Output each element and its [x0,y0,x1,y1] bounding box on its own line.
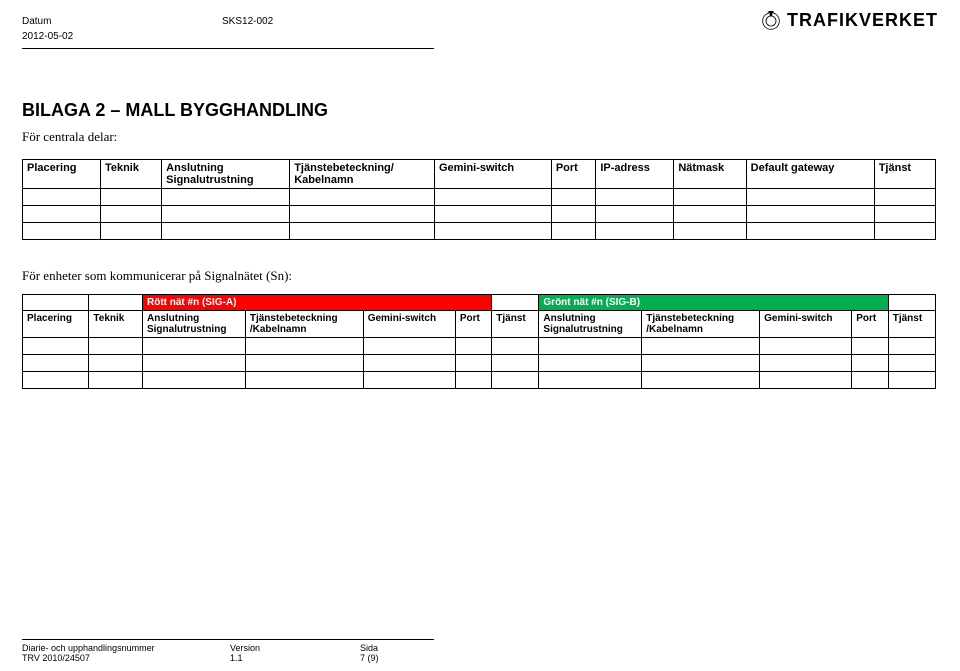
table2-header-row: Placering Teknik Anslutning Signalutrust… [23,311,936,338]
t2-tjanst-b: Tjänst [888,311,935,338]
col-kabel-l2: Kabelnamn [294,174,353,186]
footer-rule [22,639,434,640]
page-footer: Diarie- och upphandlingsnummer Version S… [22,639,938,663]
col-anslutning-l1: Anslutning [166,162,223,174]
trafikverket-icon [761,11,781,31]
footer-col2-label: Version [230,643,360,653]
t2-placering: Placering [23,311,89,338]
col-anslutning: Anslutning Signalutrustning [162,160,290,189]
agency-name: TRAFIKVERKET [787,10,938,31]
footer-col2-value: 1.1 [230,653,360,663]
footer-col1-value: TRV 2010/24507 [22,653,230,663]
col-netmask: Nätmask [674,160,746,189]
col-tjanst: Tjänst [874,160,935,189]
col-anslutning-l2: Signalutrustning [166,174,253,186]
page-title: BILAGA 2 – MALL BYGGHANDLING [22,100,938,121]
t2-kabel-b: Tjänstebeteckning /Kabelnamn [642,311,760,338]
t2-tjanst-a: Tjänst [492,311,539,338]
t2-gemini-a: Gemini-switch [363,311,455,338]
t2-port-a: Port [455,311,491,338]
col-kabelnamn: Tjänstebeteckning/ Kabelnamn [290,160,435,189]
datum-value: 2012-05-02 [22,31,73,42]
t2-teknik: Teknik [89,311,143,338]
t2-anslutning-a: Anslutning Signalutrustning [142,311,245,338]
table-row [23,206,936,223]
agency-logo: TRAFIKVERKET [761,10,938,31]
page-header: Datum 2012-05-02 SKS12-002 TRAFIKVERKET [22,16,938,58]
col-teknik: Teknik [100,160,161,189]
col-port: Port [551,160,596,189]
table-row [23,338,936,355]
footer-labels: Diarie- och upphandlingsnummer Version S… [22,643,938,653]
col-placering: Placering [23,160,101,189]
datum-label: Datum [22,16,73,27]
table-header-row: Placering Teknik Anslutning Signalutrust… [23,160,936,189]
table-row [23,223,936,240]
footer-values: TRV 2010/24507 1.1 7 (9) [22,653,938,663]
col-gateway: Default gateway [746,160,874,189]
footer-col1-label: Diarie- och upphandlingsnummer [22,643,230,653]
band-green: Grönt nät #n (SIG-B) [539,295,888,311]
subtitle-2: För enheter som kommunicerar på Signalnä… [22,268,938,284]
t2-kabel-a: Tjänstebeteckning /Kabelnamn [245,311,363,338]
band-red: Rött nät #n (SIG-A) [142,295,491,311]
t2-port-b: Port [852,311,888,338]
subtitle-1: För centrala delar: [22,129,938,145]
document-page: Datum 2012-05-02 SKS12-002 TRAFIKVERKET … [0,0,960,671]
table-central-parts: Placering Teknik Anslutning Signalutrust… [22,159,936,240]
col-kabel-l1: Tjänstebeteckning/ [294,162,394,174]
table-row [23,189,936,206]
header-left: Datum 2012-05-02 [22,16,73,42]
table-row [23,372,936,389]
table-signal-network: Rött nät #n (SIG-A) Grönt nät #n (SIG-B)… [22,294,936,389]
header-underline [22,48,434,49]
col-ip: IP-adress [596,160,674,189]
doc-id: SKS12-002 [222,16,273,27]
t2-anslutning-b: Anslutning Signalutrustning [539,311,642,338]
t2-gemini-b: Gemini-switch [760,311,852,338]
footer-col3-label: Sida [360,643,440,653]
table-row [23,355,936,372]
band-row: Rött nät #n (SIG-A) Grönt nät #n (SIG-B) [23,295,936,311]
col-gemini: Gemini-switch [434,160,551,189]
footer-col3-value: 7 (9) [360,653,440,663]
